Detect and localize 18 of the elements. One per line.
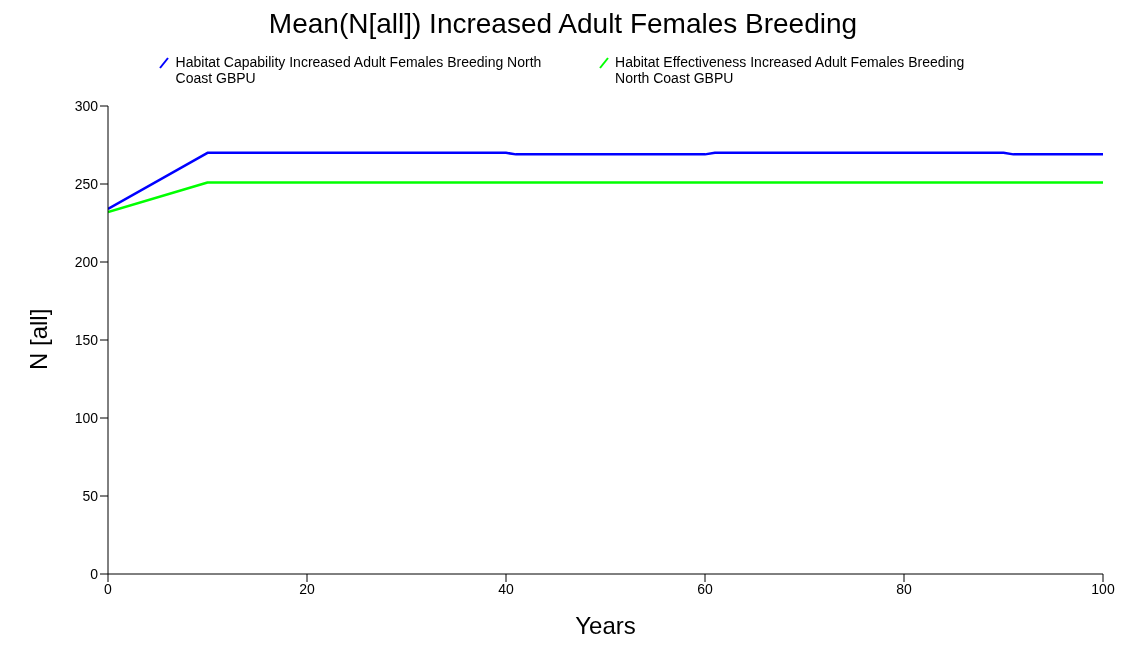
- x-tick-label: 40: [498, 580, 514, 597]
- legend-label: Habitat Effectiveness Increased Adult Females Breeding North Coast GBPU: [615, 54, 966, 86]
- y-axis-title: N [all]: [24, 308, 52, 370]
- x-axis-title: Years: [575, 612, 636, 639]
- y-tick-label: 250: [74, 175, 99, 192]
- x-tick-label: 100: [1091, 580, 1115, 597]
- y-tick-label: 300: [74, 97, 99, 114]
- x-tick-label: 20: [299, 580, 315, 597]
- y-tick-label: 50: [82, 487, 99, 504]
- y-tick-label: 150: [74, 331, 99, 348]
- legend-label: Habitat Capability Increased Adult Females Breeding North Coast GBPU: [175, 54, 543, 86]
- y-tick-label: 100: [74, 409, 99, 426]
- chart-title: Mean(N[all]) Increased Adult Females Breeding: [267, 8, 859, 41]
- y-tick-label: 0: [90, 565, 99, 582]
- y-tick-label: 200: [74, 253, 99, 270]
- x-tick-label: 60: [697, 580, 713, 597]
- x-tick-label: 80: [896, 580, 912, 597]
- x-tick-label: 0: [104, 580, 113, 597]
